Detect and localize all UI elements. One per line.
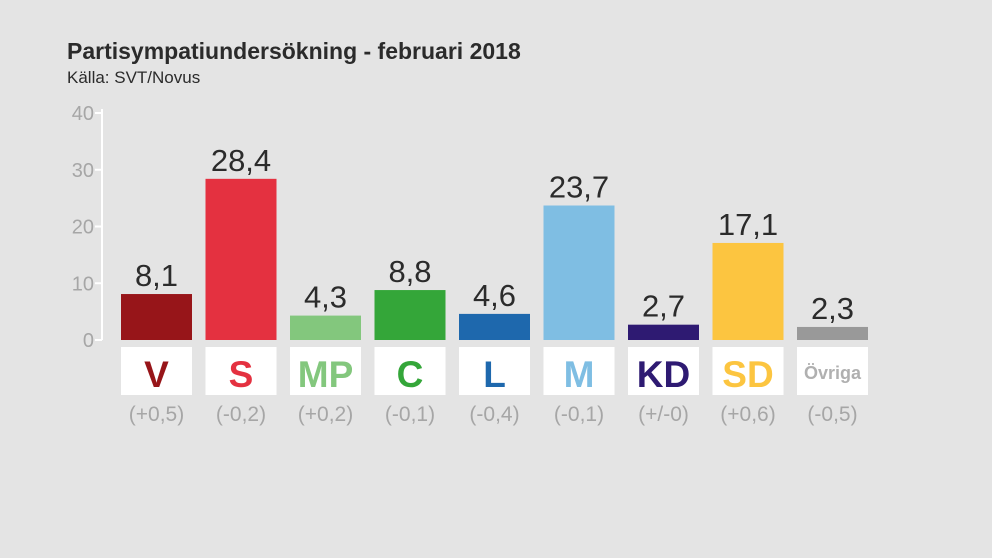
y-tick-label: 40 xyxy=(72,103,94,125)
party-label-övriga: Övriga xyxy=(804,363,862,383)
bar-m xyxy=(543,205,615,340)
change-label: (-0,5) xyxy=(807,403,857,426)
change-labels: (+0,5) (-0,2) (+0,2) (-0,1) (-0,4) (-0,1) (+/-… xyxy=(129,403,858,426)
change-label: (+/-0) xyxy=(638,403,689,426)
party-label-mp: MP xyxy=(298,354,354,395)
party-label-box xyxy=(797,347,868,395)
party-labels: V S MP C L M KD SD Övriga xyxy=(121,347,868,395)
party-label-v: V xyxy=(144,354,169,395)
party-label-box xyxy=(459,347,530,395)
party-label-m: M xyxy=(564,354,595,395)
value-label: 23,7 xyxy=(549,170,609,205)
value-label: 28,4 xyxy=(211,143,271,178)
bar-c xyxy=(374,290,446,340)
party-label-s: S xyxy=(229,354,254,395)
y-tick-label: 10 xyxy=(72,273,94,295)
bars xyxy=(121,178,868,340)
bar-övriga xyxy=(797,326,868,340)
party-label-kd: KD xyxy=(637,354,690,395)
y-tick-label: 30 xyxy=(72,160,94,182)
party-label-box xyxy=(205,347,277,395)
party-label-box xyxy=(374,347,446,395)
bar-kd xyxy=(628,324,699,340)
change-label: (-0,2) xyxy=(216,403,266,426)
change-label: (+0,2) xyxy=(298,403,353,426)
value-label: 4,6 xyxy=(473,278,516,313)
value-label: 8,8 xyxy=(388,254,431,289)
party-label-box xyxy=(290,347,361,395)
party-label-box xyxy=(712,347,784,395)
party-label-box xyxy=(543,347,615,395)
y-axis: 0 10 20 30 40 xyxy=(72,103,103,352)
party-label-box xyxy=(628,347,699,395)
y-tick-label: 20 xyxy=(72,217,94,239)
value-label: 4,3 xyxy=(304,280,347,315)
bar-l xyxy=(459,313,530,340)
change-label: (-0,4) xyxy=(469,403,519,426)
party-label-box xyxy=(121,347,192,395)
value-label: 17,1 xyxy=(718,207,778,242)
value-label: 2,3 xyxy=(811,291,854,326)
change-label: (-0,1) xyxy=(554,403,604,426)
y-tick-label: 0 xyxy=(83,330,94,352)
value-label: 2,7 xyxy=(642,289,685,324)
bar-mp xyxy=(290,315,361,340)
chart-title: Partisympatiundersökning - februari 2018 xyxy=(67,38,521,64)
change-label: (-0,1) xyxy=(385,403,435,426)
bar-v xyxy=(121,294,192,340)
value-label: 8,1 xyxy=(135,258,178,293)
party-label-sd: SD xyxy=(722,354,773,395)
party-label-l: L xyxy=(483,354,506,395)
change-label: (+0,6) xyxy=(720,403,775,426)
bar-sd xyxy=(712,242,784,340)
chart-subtitle: Källa: SVT/Novus xyxy=(67,68,201,87)
bar-s xyxy=(205,178,277,340)
party-label-c: C xyxy=(397,354,424,395)
change-label: (+0,5) xyxy=(129,403,184,426)
value-labels: 8,1 28,4 4,3 8,8 4,6 23,7 2,7 17,1 2,3 xyxy=(135,143,854,326)
